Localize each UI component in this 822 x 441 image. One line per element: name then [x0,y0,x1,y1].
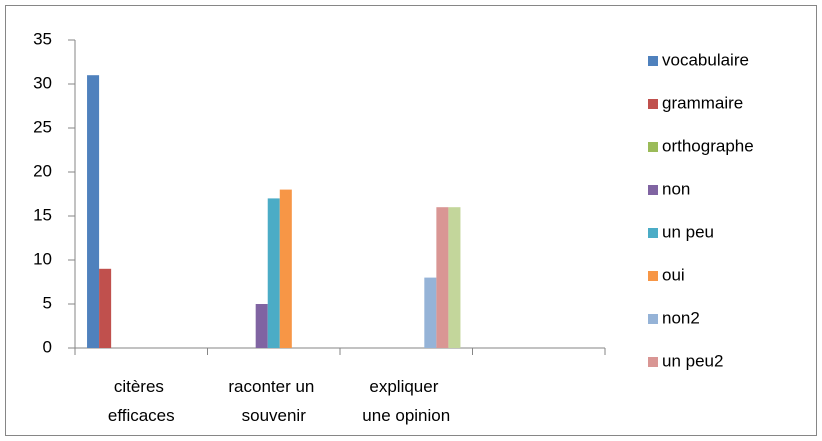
legend-label: non2 [662,308,700,327]
legend-swatch [648,357,658,367]
bar [267,198,280,348]
bar [87,75,100,348]
y-tick-label: 25 [33,117,52,136]
legend-label: vocabulaire [662,50,749,69]
x-tick-label: citères efficaces [108,377,175,425]
legend-label: oui [662,265,685,284]
legend-label: un peu [662,222,714,241]
legend-swatch [648,228,658,238]
y-tick-label: 15 [33,205,52,224]
bar [448,207,461,348]
legend-label: non [662,179,690,198]
legend-label: un peu2 [662,351,723,370]
y-tick-label: 20 [33,161,52,180]
legend-swatch [648,99,658,109]
legend-swatch [648,185,658,195]
y-tick-label: 35 [33,29,52,48]
bar [436,207,449,348]
legend-swatch [648,142,658,152]
bar [99,268,112,348]
y-tick-label: 0 [43,337,52,356]
bar [424,277,437,348]
legend-swatch [648,56,658,66]
y-tick-label: 10 [33,249,52,268]
y-tick-label: 30 [33,73,52,92]
y-tick-label: 5 [43,293,52,312]
chart-border [5,5,817,436]
legend-label: grammaire [662,93,743,112]
bar [255,304,268,348]
legend-label: orthographe [662,136,754,155]
x-tick-label: expliquer une opinion [362,377,450,425]
legend-swatch [648,314,658,324]
x-tick-label: raconter un souvenir [228,377,319,425]
legend-swatch [648,271,658,281]
bar [279,189,292,348]
